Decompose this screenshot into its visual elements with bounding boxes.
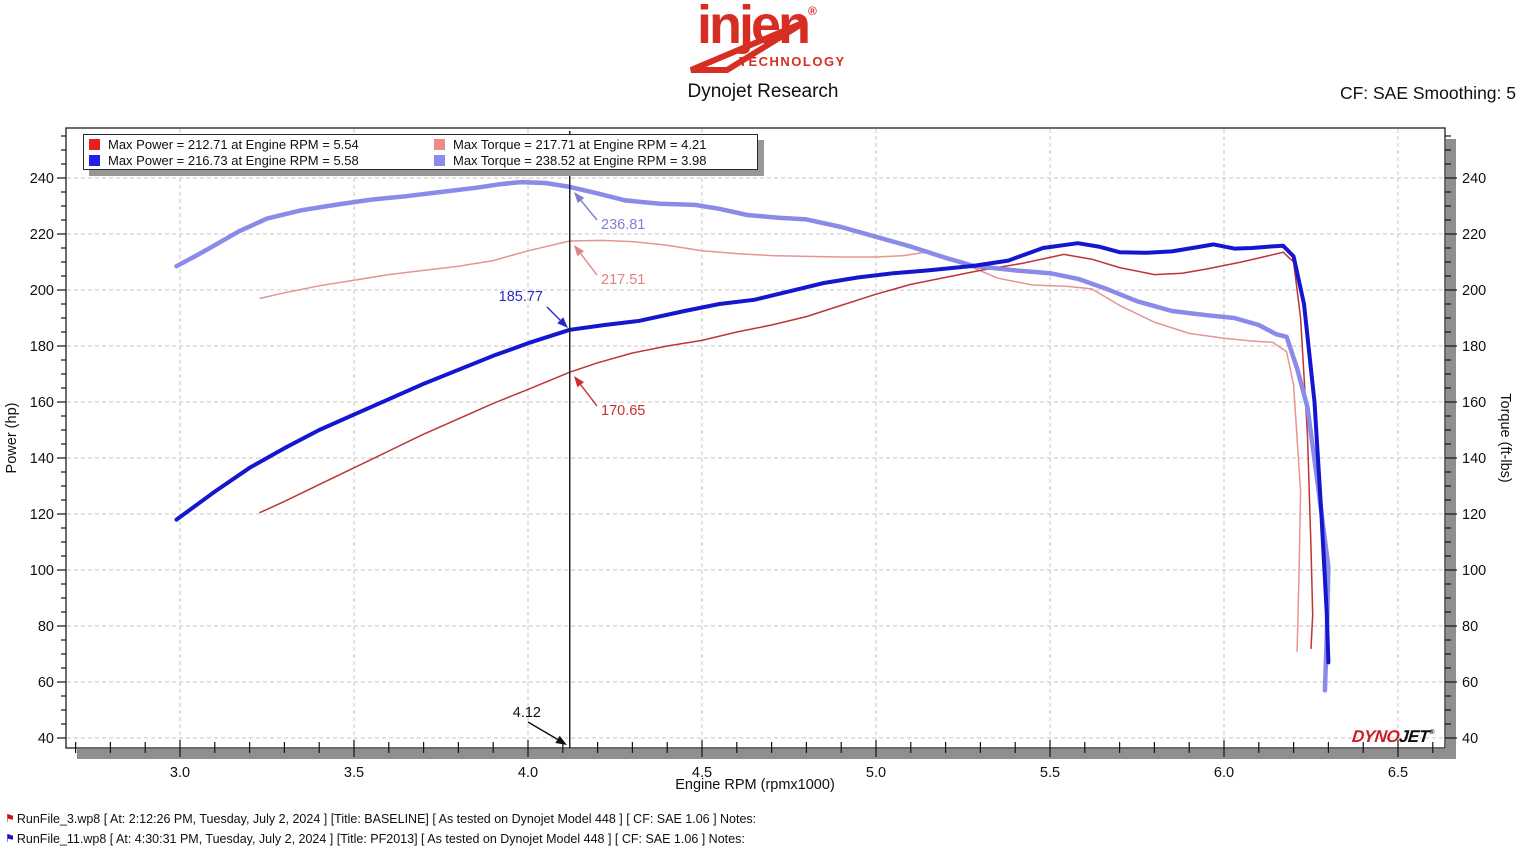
svg-text:200: 200 — [1462, 283, 1486, 299]
svg-text:220: 220 — [30, 227, 54, 243]
page-title: Dynojet Research — [687, 81, 839, 102]
y-axis-right-title: Torque (ft-lbs) — [1497, 393, 1513, 482]
legend-item: Max Power = 212.71 at Engine RPM = 5.54 — [89, 137, 434, 152]
svg-text:5.0: 5.0 — [866, 765, 886, 781]
svg-text:60: 60 — [1462, 675, 1478, 691]
logo-sub-text: TECHNOLOGY — [739, 54, 846, 69]
svg-text:140: 140 — [1462, 451, 1486, 467]
legend-item: Max Torque = 238.52 at Engine RPM = 3.98 — [434, 153, 752, 168]
dynojet-logo: DYNOJET® — [1351, 727, 1435, 746]
svg-text:60: 60 — [38, 675, 54, 691]
y-axis-left-title: Power (hp) — [4, 403, 20, 474]
run-info-line-2: ⚑ RunFile_11.wp8 [ At: 4:30:31 PM, Tuesda… — [5, 832, 745, 846]
torque-pf2013-curve — [174, 179, 1331, 693]
cursor-annotation: 170.65 — [601, 403, 645, 419]
cursor-annotation: 236.81 — [601, 217, 645, 233]
legend-swatch-blue — [89, 154, 100, 166]
run1-text: RunFile_3.wp8 [ At: 2:12:26 PM, Tuesday,… — [16, 812, 757, 826]
svg-text:180: 180 — [1462, 339, 1486, 355]
svg-text:80: 80 — [1462, 619, 1478, 635]
svg-text:240: 240 — [30, 171, 54, 187]
svg-text:4.5: 4.5 — [692, 765, 712, 781]
svg-text:4.0: 4.0 — [518, 765, 538, 781]
cursor-annotation: 217.51 — [601, 272, 645, 288]
plot-frame — [65, 127, 1446, 749]
svg-text:80: 80 — [38, 619, 54, 635]
axis-tick-labels: 40 40 60 60 80 80 100 100 120 120 140 140 160 160 180 1… — [30, 171, 1486, 781]
legend-swatch-lightblue — [434, 154, 445, 166]
legend-label: Max Torque = 217.71 at Engine RPM = 4.21 — [453, 136, 707, 152]
cursor-annotations: 236.81 217.51 185.77 170.65 4.12 — [499, 192, 645, 745]
run2-flag-icon: ⚑ — [5, 833, 15, 845]
svg-text:220: 220 — [1462, 227, 1486, 243]
svg-text:120: 120 — [1462, 507, 1486, 523]
smoothing-label: CF: SAE Smoothing: 5 — [1339, 83, 1516, 103]
axis-ticks — [57, 135, 1457, 757]
svg-text:3.0: 3.0 — [170, 765, 190, 781]
run2-text: RunFile_11.wp8 [ At: 4:30:31 PM, Tuesday… — [16, 832, 745, 846]
plot-shadow-bottom — [77, 749, 1456, 759]
svg-text:40: 40 — [38, 731, 54, 747]
registered-mark: ® — [808, 4, 817, 18]
logo-swoosh-icon — [689, 19, 807, 73]
svg-text:160: 160 — [1462, 395, 1486, 411]
svg-text:40: 40 — [1462, 731, 1478, 747]
run1-flag-icon: ⚑ — [5, 813, 15, 825]
svg-text:240: 240 — [1462, 171, 1486, 187]
svg-text:120: 120 — [30, 507, 54, 523]
power-baseline-curve — [259, 251, 1314, 650]
legend-label: Max Power = 216.73 at Engine RPM = 5.58 — [108, 152, 359, 168]
legend-label: Max Power = 212.71 at Engine RPM = 5.54 — [108, 136, 359, 152]
dyno-curves — [174, 179, 1331, 693]
injen-logo: injen® TECHNOLOGY — [683, 0, 858, 78]
cursor-annotation: 4.12 — [513, 705, 541, 721]
svg-text:6.5: 6.5 — [1388, 765, 1408, 781]
gridlines — [67, 129, 1444, 747]
torque-baseline-curve — [259, 239, 1302, 652]
legend-swatch-red — [89, 138, 100, 150]
run-info-line-1: ⚑ RunFile_3.wp8 [ At: 2:12:26 PM, Tuesday… — [5, 812, 756, 826]
cursor-annotation: 185.77 — [499, 289, 543, 305]
legend-swatch-salmon — [434, 138, 445, 150]
legend-item: Max Torque = 217.71 at Engine RPM = 4.21 — [434, 137, 752, 152]
svg-text:100: 100 — [1462, 563, 1486, 579]
chart-legend: Max Power = 212.71 at Engine RPM = 5.54 … — [83, 134, 758, 170]
svg-text:180: 180 — [30, 339, 54, 355]
svg-text:5.5: 5.5 — [1040, 765, 1060, 781]
legend-label: Max Torque = 238.52 at Engine RPM = 3.98 — [453, 152, 707, 168]
svg-text:140: 140 — [30, 451, 54, 467]
legend-item: Max Power = 216.73 at Engine RPM = 5.58 — [89, 153, 434, 168]
x-axis-title: Engine RPM (rpmx1000) — [675, 777, 835, 793]
power-pf2013-curve — [174, 241, 1331, 665]
svg-text:160: 160 — [30, 395, 54, 411]
svg-text:200: 200 — [30, 283, 54, 299]
svg-text:6.0: 6.0 — [1214, 765, 1234, 781]
svg-text:3.5: 3.5 — [344, 765, 364, 781]
logo-brand-text: injen® — [697, 0, 817, 55]
svg-text:100: 100 — [30, 563, 54, 579]
